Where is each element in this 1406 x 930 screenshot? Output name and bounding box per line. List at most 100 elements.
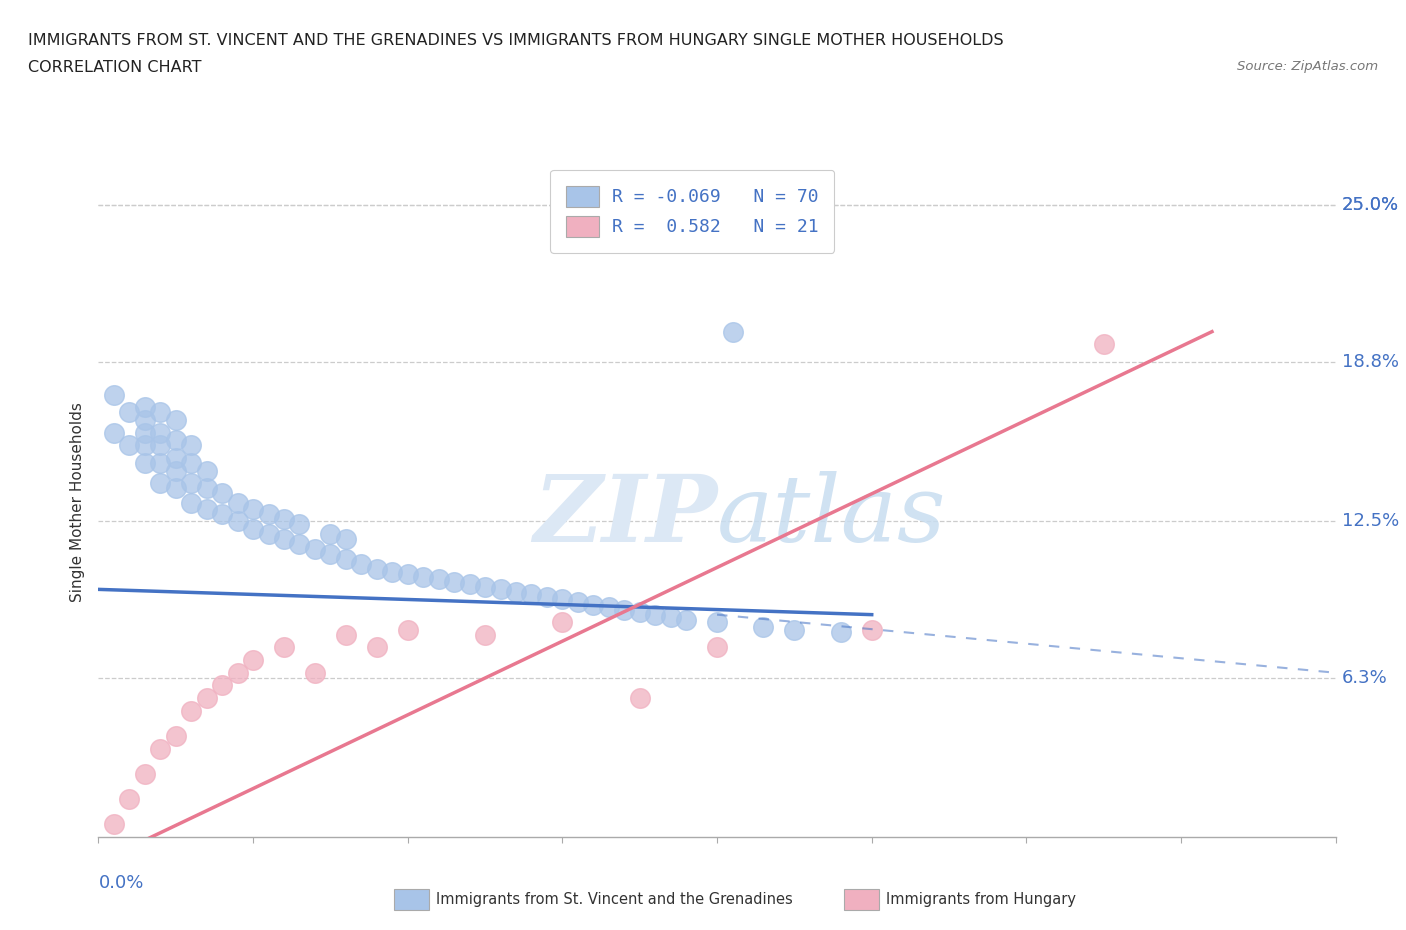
Point — [427, 572, 450, 587]
Point — [180, 456, 202, 471]
Point — [211, 678, 233, 693]
Point — [103, 388, 125, 403]
Point — [118, 405, 141, 420]
Point — [474, 628, 496, 643]
Point — [180, 703, 202, 718]
Point — [536, 590, 558, 604]
Point — [211, 506, 233, 521]
Point — [149, 438, 172, 453]
Point — [149, 425, 172, 440]
Point — [257, 506, 280, 521]
Point — [226, 513, 249, 528]
Point — [180, 476, 202, 491]
Point — [706, 640, 728, 655]
Point — [659, 610, 682, 625]
Point — [242, 653, 264, 668]
Point — [288, 516, 311, 531]
Point — [149, 456, 172, 471]
Point — [366, 562, 388, 577]
Point — [226, 665, 249, 680]
Point — [165, 463, 187, 478]
Point — [226, 496, 249, 511]
Point — [721, 325, 744, 339]
Text: atlas: atlas — [717, 471, 946, 561]
Point — [675, 612, 697, 627]
Point — [257, 526, 280, 541]
Point — [134, 413, 156, 428]
Point — [598, 600, 620, 615]
Text: CORRELATION CHART: CORRELATION CHART — [28, 60, 201, 75]
Point — [195, 501, 218, 516]
Point — [396, 622, 419, 637]
Point — [195, 481, 218, 496]
Point — [149, 405, 172, 420]
Point — [118, 438, 141, 453]
Point — [783, 622, 806, 637]
Text: Source: ZipAtlas.com: Source: ZipAtlas.com — [1237, 60, 1378, 73]
Point — [134, 766, 156, 781]
Point — [103, 425, 125, 440]
Point — [458, 577, 481, 591]
Point — [628, 604, 651, 619]
Text: 25.0%: 25.0% — [1341, 196, 1399, 214]
Text: 12.5%: 12.5% — [1341, 512, 1399, 530]
Point — [118, 791, 141, 806]
Point — [134, 400, 156, 415]
Point — [273, 640, 295, 655]
Point — [180, 438, 202, 453]
Point — [242, 501, 264, 516]
Point — [381, 565, 404, 579]
Point — [242, 522, 264, 537]
Text: IMMIGRANTS FROM ST. VINCENT AND THE GRENADINES VS IMMIGRANTS FROM HUNGARY SINGLE: IMMIGRANTS FROM ST. VINCENT AND THE GREN… — [28, 33, 1004, 47]
Point — [613, 602, 636, 617]
Text: ZIP: ZIP — [533, 471, 717, 561]
Point — [396, 566, 419, 581]
Point — [505, 584, 527, 599]
Point — [304, 541, 326, 556]
Point — [752, 619, 775, 634]
Point — [180, 496, 202, 511]
Text: 25.0%: 25.0% — [1341, 196, 1399, 214]
Point — [520, 587, 543, 602]
Point — [628, 691, 651, 706]
Point — [273, 531, 295, 546]
Text: Immigrants from St. Vincent and the Grenadines: Immigrants from St. Vincent and the Gren… — [436, 892, 793, 907]
Point — [551, 592, 574, 607]
Point — [195, 463, 218, 478]
Point — [860, 622, 883, 637]
Point — [319, 526, 342, 541]
Point — [567, 594, 589, 609]
Point — [551, 615, 574, 630]
Point — [412, 569, 434, 584]
Point — [335, 628, 357, 643]
Point — [103, 817, 125, 831]
Point — [366, 640, 388, 655]
Point — [335, 531, 357, 546]
Text: 18.8%: 18.8% — [1341, 353, 1399, 371]
Legend: R = -0.069   N = 70, R =  0.582   N = 21: R = -0.069 N = 70, R = 0.582 N = 21 — [550, 170, 834, 253]
Point — [211, 485, 233, 500]
Point — [195, 691, 218, 706]
Point — [1092, 337, 1115, 352]
Point — [443, 575, 465, 590]
Point — [706, 615, 728, 630]
Point — [830, 625, 852, 640]
Point — [134, 456, 156, 471]
Text: 6.3%: 6.3% — [1341, 669, 1388, 687]
Point — [134, 438, 156, 453]
Point — [350, 557, 373, 572]
Point — [165, 432, 187, 447]
Point — [304, 665, 326, 680]
Point — [319, 547, 342, 562]
Text: 0.0%: 0.0% — [98, 874, 143, 892]
Point — [273, 512, 295, 526]
Point — [335, 551, 357, 566]
Point — [165, 728, 187, 743]
Point — [288, 537, 311, 551]
Point — [165, 481, 187, 496]
Point — [134, 425, 156, 440]
Point — [149, 741, 172, 756]
Point — [165, 413, 187, 428]
Point — [165, 450, 187, 465]
Point — [644, 607, 666, 622]
